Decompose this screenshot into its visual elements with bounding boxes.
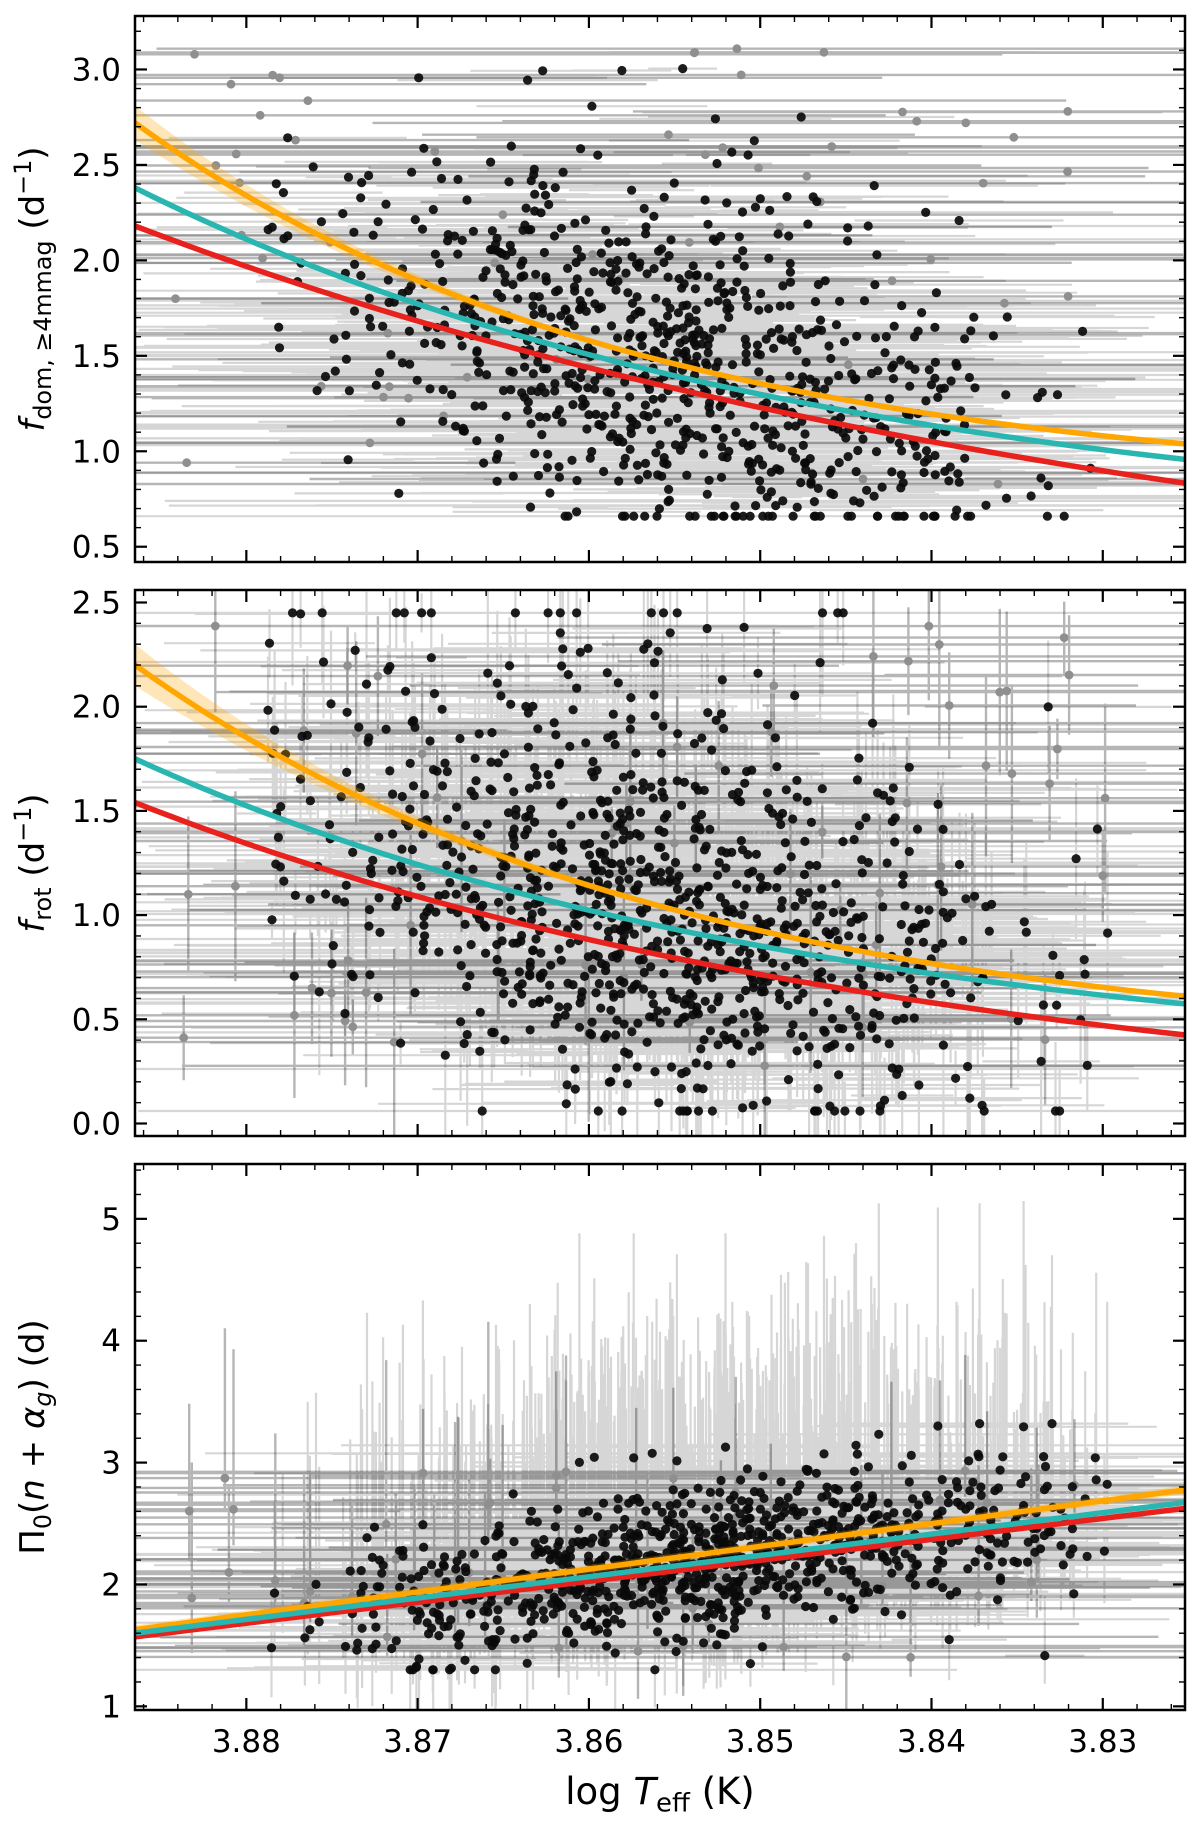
ytick-label-fdom: 1.5 [72,339,121,375]
xtick-label: 3.85 [726,1724,795,1760]
ytick-label-fdom: 1.0 [72,434,121,470]
y-axis-label-fdom: fdom, ≥4mmag (d−1) [9,146,57,431]
axes-frame-pi0 [133,1162,1187,1712]
red-trend-line [135,223,1185,486]
ticks-fdom [135,16,1185,562]
cyan-trend-line [135,1499,1185,1636]
cyan-trend-line [135,756,1185,1007]
axes-frame-fdom [133,14,1187,564]
ytick-label-frot: 1.5 [72,794,121,830]
orange-trend-line [135,662,1185,1000]
ytick-label-fdom: 3.0 [72,52,121,88]
cyan-trend-line [135,185,1185,463]
xtick-label: 3.87 [383,1724,452,1760]
panel-fdom: 0.5 1.0 1.5 2.0 2.5 3.0 fdom, ≥4mmag (d−1) [9,14,1187,566]
xtick-label: 3.84 [897,1724,966,1760]
orange-trend-line [135,1487,1185,1633]
xtick-label: 3.88 [212,1724,281,1760]
ytick-label-frot: 1.0 [72,898,121,934]
ytick-label-pi0: 2 [101,1567,121,1603]
data-layer-fdom [135,44,1185,521]
black-errorbars [135,1201,1185,1710]
data-layer-pi0 [135,1201,1185,1710]
ticks-pi0 [135,1164,1185,1710]
ticks-frot [135,590,1185,1136]
xtick-label: 3.86 [554,1724,623,1760]
ytick-label-frot: 0.5 [72,1002,121,1038]
y-axis-label-frot: frot (d−1) [9,793,57,932]
data-layer-frot [135,590,1185,1136]
red-trend-line [135,799,1185,1038]
xtick-label: 3.83 [1068,1724,1137,1760]
y-axis-label-pi0: Π0(n + αg) (d) [13,1319,57,1554]
orange-trend-line [135,120,1185,447]
ytick-label-pi0: 5 [101,1202,121,1238]
x-axis-label: log Teff (K) [565,1770,754,1818]
ytick-label-frot: 2.5 [72,586,121,622]
panel-frot: 0.0 0.5 1.0 1.5 2.0 2.5 frot (d−1) [9,586,1187,1142]
ytick-label-pi0: 4 [101,1324,121,1360]
ytick-label-fdom: 2.5 [72,148,121,184]
black-points [266,1419,1112,1675]
ytick-label-fdom: 2.0 [72,243,121,279]
ytick-label-pi0: 1 [101,1689,121,1725]
ytick-label-frot: 2.0 [72,690,121,726]
panel-pi0: 1 2 3 4 5 Π0(n + αg) (d) 3.88 3.87 3.86 3.85 3.84 3… [13,1162,1187,1818]
red-trend-line [135,1505,1185,1640]
ytick-label-pi0: 3 [101,1446,121,1482]
axes-frame-frot [133,588,1187,1138]
ytick-label-frot: 0.0 [72,1106,121,1142]
ytick-label-fdom: 0.5 [72,530,121,566]
